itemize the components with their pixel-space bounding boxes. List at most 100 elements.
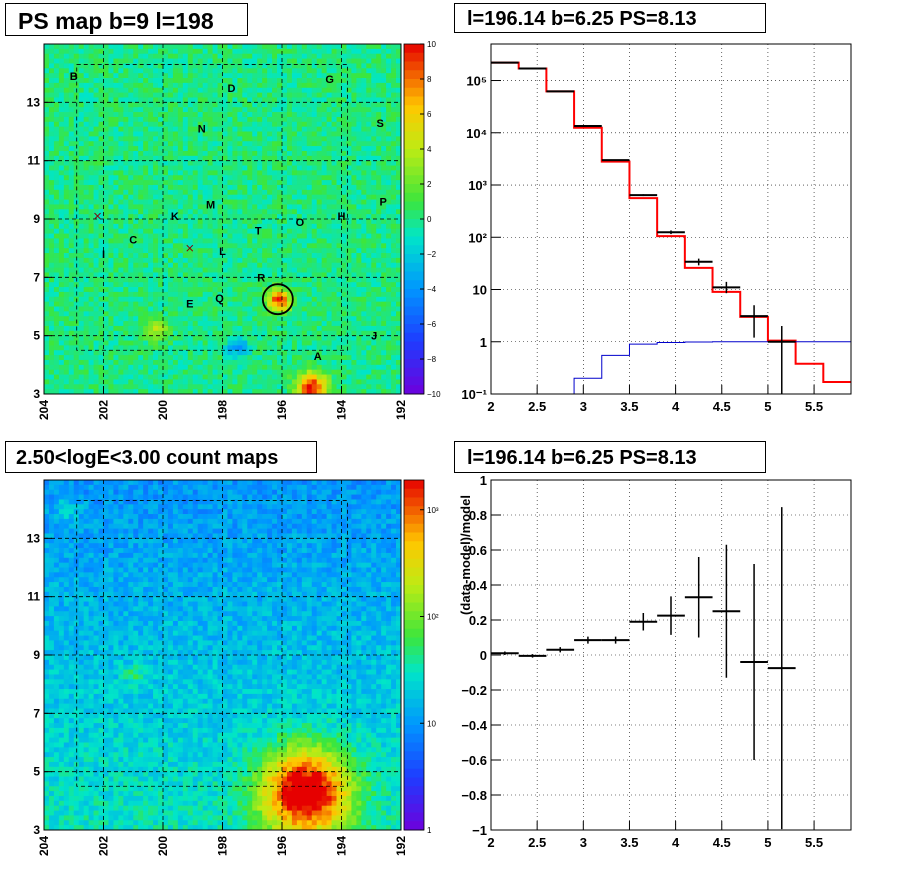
heatmap-cell <box>311 102 318 108</box>
heatmap-cell <box>306 330 313 337</box>
heatmap-cell <box>247 170 253 176</box>
heatmap-cell <box>257 170 263 176</box>
heatmap-cell <box>326 175 332 181</box>
heatmap-cell <box>192 53 199 59</box>
heatmap-cell <box>326 282 332 288</box>
heatmap-cell <box>123 165 129 171</box>
heatmap-cell <box>167 374 174 380</box>
heatmap-cell <box>296 194 303 200</box>
heatmap-cell <box>113 141 119 147</box>
heatmap-cell <box>272 53 278 59</box>
heatmap-cell <box>143 102 149 108</box>
heatmap-cell <box>187 155 194 162</box>
heatmap-cell <box>148 243 154 249</box>
heatmap-cell <box>148 311 154 317</box>
heatmap-cell <box>326 107 332 113</box>
heatmap-cell <box>296 389 303 395</box>
heatmap-cell <box>44 189 50 196</box>
heatmap-cell <box>108 379 114 385</box>
heatmap-cell <box>376 219 382 225</box>
heatmap-cell <box>366 374 372 380</box>
heatmap-cell <box>247 228 253 234</box>
heatmap-cell <box>113 282 119 288</box>
heatmap-cell <box>187 335 194 341</box>
heatmap-cell <box>361 112 367 118</box>
heatmap-cell <box>197 87 204 94</box>
heatmap-cell <box>202 155 209 162</box>
heatmap-cell <box>301 73 308 79</box>
heatmap-cell <box>227 204 233 210</box>
heatmap-cell <box>361 131 367 137</box>
heatmap-cell <box>316 155 323 162</box>
heatmap-cell <box>217 291 223 298</box>
heatmap-cell <box>316 321 323 327</box>
heatmap-cell <box>88 321 94 327</box>
heatmap-cell <box>133 291 139 298</box>
heatmap-cell <box>128 277 134 283</box>
heatmap-cell <box>286 63 293 69</box>
heatmap-cell <box>356 379 362 385</box>
heatmap-cell <box>212 355 218 361</box>
heatmap-cell <box>78 335 85 341</box>
heatmap-cell <box>167 170 174 176</box>
heatmap-cell <box>381 116 387 123</box>
heatmap-cell <box>167 63 174 69</box>
heatmap-cell <box>321 44 328 50</box>
heatmap-cell <box>331 92 337 98</box>
heatmap-cell <box>88 160 94 166</box>
heatmap-cell <box>267 330 273 337</box>
heatmap-cell <box>68 355 75 361</box>
heatmap-cell <box>177 316 184 322</box>
heatmap-cell <box>207 253 213 259</box>
heatmap-cell <box>192 369 199 375</box>
heatmap-cell <box>366 311 372 317</box>
heatmap-cell <box>232 160 238 166</box>
heatmap-cell <box>296 350 303 356</box>
heatmap-cell <box>247 248 253 254</box>
heatmap-cell <box>272 233 278 239</box>
heatmap-cell <box>227 233 233 239</box>
heatmap-cell <box>88 136 94 142</box>
heatmap-cell <box>58 301 65 307</box>
heatmap-cell <box>58 257 65 264</box>
heatmap-cell <box>296 126 303 132</box>
heatmap-cell <box>286 253 293 259</box>
heatmap-cell <box>361 199 367 205</box>
heatmap-cell <box>321 253 328 259</box>
heatmap-cell <box>172 44 179 50</box>
heatmap-cell <box>108 180 114 186</box>
heatmap-cell <box>316 209 323 215</box>
heatmap-cell <box>123 379 129 385</box>
heatmap-cell <box>133 277 139 283</box>
heatmap-cell <box>103 321 109 327</box>
heatmap-cell <box>277 97 283 103</box>
heatmap-cell <box>376 325 382 332</box>
heatmap-cell <box>53 291 60 298</box>
heatmap-cell <box>222 68 228 74</box>
heatmap-cell <box>53 301 60 307</box>
heatmap-cell <box>212 369 218 375</box>
heatmap-cell <box>68 112 75 118</box>
heatmap-cell <box>158 384 164 390</box>
heatmap-cell <box>44 48 50 55</box>
heatmap-cell <box>207 277 213 283</box>
heatmap-cell <box>262 199 268 205</box>
heatmap-cell <box>356 228 362 234</box>
heatmap-cell <box>207 53 213 59</box>
heatmap-cell <box>53 82 60 89</box>
heatmap-cell <box>242 384 248 390</box>
heatmap-cell <box>321 219 328 225</box>
heatmap-cell <box>316 146 323 152</box>
heatmap-cell <box>88 141 94 147</box>
heatmap-cell <box>257 141 263 147</box>
heatmap-cell <box>366 355 372 361</box>
heatmap-cell <box>232 209 238 215</box>
heatmap-cell <box>83 287 90 293</box>
heatmap-cell <box>247 287 253 293</box>
heatmap-cell <box>53 253 60 259</box>
heatmap-cell <box>361 116 367 123</box>
heatmap-cell <box>381 277 387 283</box>
heatmap-cell <box>163 68 169 74</box>
heatmap-cell <box>172 214 179 220</box>
heatmap-cell <box>192 150 199 157</box>
